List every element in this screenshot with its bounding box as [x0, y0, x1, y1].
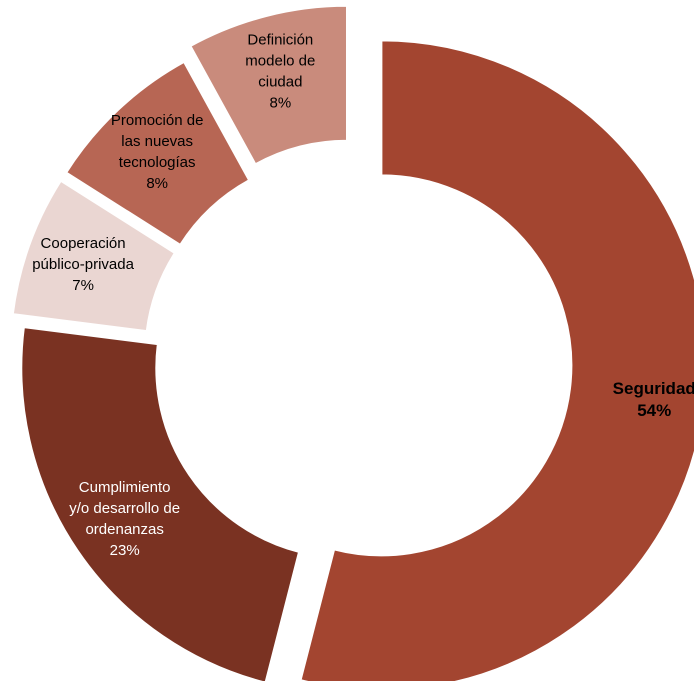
- slice-label-2: Cooperación público-privada 7%: [32, 235, 134, 294]
- slice-label-line-1-2: ordenanzas: [85, 521, 163, 538]
- donut-slice-4: [189, 4, 348, 166]
- slice-label-line-1-1: y/o desarrollo de: [69, 500, 180, 517]
- donut-slice-1: [20, 326, 301, 681]
- slices-layer: [11, 4, 694, 681]
- slice-label-line-2-1: público-privada: [32, 256, 134, 273]
- slice-label-0: Seguridad 54%: [613, 379, 694, 420]
- slice-pct-0: 54%: [637, 401, 671, 420]
- slice-label-line-4-2: ciudad: [258, 74, 302, 91]
- slice-label-line-3-1: las nuevas: [121, 133, 193, 150]
- slice-pct-1: 23%: [110, 542, 140, 559]
- slice-pct-4: 8%: [269, 95, 291, 112]
- slice-label-line-4-0: Definición: [247, 32, 313, 49]
- slice-label-1: Cumplimiento y/o desarrollo de ordenanzas 2…: [69, 479, 180, 559]
- slice-label-4: Definición modelo de ciudad 8%: [245, 32, 315, 112]
- slice-label-line-1-0: Cumplimiento: [79, 479, 171, 496]
- slice-pct-3: 8%: [146, 175, 168, 192]
- donut-slice-0: [299, 39, 694, 681]
- donut-slice-3: [64, 60, 251, 247]
- slice-label-line-3-2: tecnologías: [119, 154, 196, 171]
- donut-slice-2: [11, 179, 177, 333]
- labels-layer: Seguridad 54% Cumplimiento y/o desarrollo d…: [32, 32, 694, 559]
- slice-label-line-2-0: Cooperación: [41, 235, 126, 252]
- slice-label-3: Promoción de las nuevas tecnologías 8%: [111, 112, 204, 192]
- slice-label-line-3-0: Promoción de: [111, 112, 204, 129]
- slice-label-line-0-0: Seguridad: [613, 379, 694, 398]
- slice-pct-2: 7%: [72, 277, 94, 294]
- slice-label-line-4-1: modelo de: [245, 53, 315, 70]
